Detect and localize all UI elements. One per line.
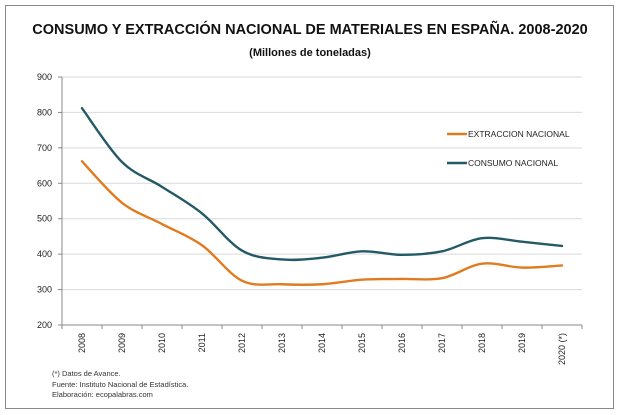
x-tick-label: 2009 (117, 333, 127, 353)
x-tick-label: 2018 (477, 333, 487, 353)
x-tick-label: 2012 (237, 333, 247, 353)
x-tick-label: 2015 (357, 333, 367, 353)
chart-notes: (*) Datos de Avance. Fuente: Instituto N… (52, 369, 188, 401)
x-tick-label: 2016 (397, 333, 407, 353)
x-tick-label: 2011 (197, 333, 207, 352)
note-line: (*) Datos de Avance. (52, 369, 121, 378)
x-tick-label: 2010 (157, 333, 167, 353)
y-tick-label: 800 (37, 107, 52, 117)
legend-label: CONSUMO NACIONAL (468, 158, 558, 168)
y-tick-label: 200 (37, 320, 52, 330)
x-tick-label: 2013 (277, 333, 287, 353)
series-line-1 (80, 106, 564, 262)
y-tick-label: 400 (37, 249, 52, 259)
chart-title: CONSUMO Y EXTRACCIÓN NACIONAL DE MATERIA… (32, 22, 588, 38)
x-tick-label: 2019 (517, 333, 527, 353)
y-tick-label: 700 (37, 143, 52, 153)
x-tick-label: 2014 (317, 333, 327, 353)
series-line-0 (80, 160, 564, 286)
y-tick-label: 900 (37, 72, 52, 82)
legend-label: EXTRACCION NACIONAL (468, 129, 570, 139)
note-line: Fuente: Instituto Nacional de Estadístic… (52, 379, 189, 389)
x-tick-label: 2008 (77, 333, 87, 353)
note-line: Elaboración: ecopalabras.com (52, 390, 153, 399)
x-tick-label: 2017 (437, 333, 447, 353)
y-tick-label: 500 (37, 214, 52, 224)
chart-frame (5, 5, 614, 409)
y-tick-label: 300 (37, 285, 52, 295)
y-tick-label: 600 (37, 178, 52, 188)
chart-subtitle: (Millones de toneladas) (249, 47, 371, 59)
x-tick-label: 2020 (*) (557, 333, 567, 365)
